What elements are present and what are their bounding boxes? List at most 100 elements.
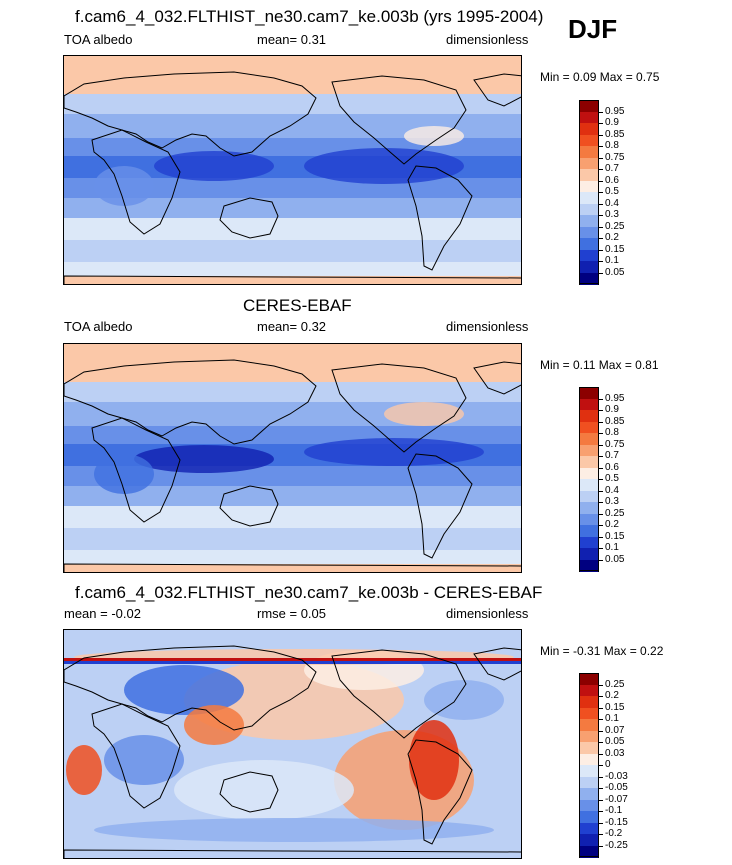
panel2-variable-label: TOA albedo [64,319,133,334]
colorbar-tick-label: 0.03 [605,747,625,759]
colorbar-tick [599,123,603,124]
panel1-title: f.cam6_4_032.FLTHIST_ne30.cam7_ke.003b (… [75,7,544,26]
colorbar-tick [599,559,603,561]
colorbar-tick-label: -0.15 [605,816,628,828]
season-label: DJF [568,14,618,44]
panel2-colorbar: 0.95 0.9 0.85 0.8 0.75 0.7 0.6 0.5 0.4 0.3 0.25 0.2… [579,387,624,572]
colorbar-tick [599,215,603,216]
colorbar-tick [599,788,603,789]
colorbar-tick [599,226,603,228]
colorbar-tick [599,765,603,766]
colorbar-tick-label: -0.1 [605,805,623,816]
colorbar-tick [599,444,603,446]
colorbar-tick-label: 0.5 [605,473,619,484]
colorbar-tick [599,707,603,709]
panel3-minmax: Min = -0.31 Max = 0.22 [540,644,664,658]
colorbar-tick [599,157,603,159]
colorbar-tick-label: 0.15 [605,530,625,542]
colorbar-tick [599,238,603,239]
colorbar-tick [599,261,603,262]
panel1-variable-label: TOA albedo [64,32,133,47]
colorbar-tick-label: 0.9 [605,404,619,415]
colorbar-tick-label: 0.5 [605,186,619,197]
colorbar-tick-label: 0.2 [605,690,619,701]
colorbar-tick-label: 0.25 [605,507,625,519]
panel3-map [63,629,522,859]
colorbar-tick [599,822,603,824]
colorbar-tick-label: 0.15 [605,243,625,255]
colorbar-tick-label: 0.1 [605,255,619,266]
panel3-rmse-label: rmse = 0.05 [257,606,327,621]
colorbar-tick [599,536,603,538]
panel1-colorbar: 0.95 0.9 0.85 0.8 0.75 0.7 0.6 0.5 0.4 0.3 0.25 0.2… [579,100,624,285]
colorbar-tick-label: 0.05 [605,736,625,747]
colorbar-tick-label: 0.25 [605,678,625,690]
colorbar-frame [579,387,599,571]
colorbar-tick [599,811,603,812]
colorbar-tick-label: 0.25 [605,220,625,232]
colorbar-tick [599,467,603,469]
colorbar-tick-label: 0.3 [605,209,619,220]
panel3-units-label: dimensionless [446,606,529,621]
colorbar-tick-label: 0.9 [605,117,619,128]
panel2-minmax: Min = 0.11 Max = 0.81 [540,358,659,372]
colorbar-tick-label: 0.85 [605,128,625,140]
colorbar-tick-label: 0.7 [605,163,619,174]
colorbar-tick [599,433,603,434]
colorbar-tick-label: 0.8 [605,427,619,438]
colorbar-tick [599,146,603,147]
colorbar-tick-label: 0.3 [605,496,619,507]
colorbar-frame [579,100,599,284]
colorbar-tick-label: -0.2 [605,828,623,839]
colorbar-tick-label: 0.7 [605,450,619,461]
colorbar-tick-label: 0.05 [605,553,625,565]
colorbar-tick-label: 0.75 [605,438,625,450]
colorbar-tick-label: -0.25 [605,839,628,851]
colorbar-tick [599,398,603,400]
colorbar-tick-label: 0.8 [605,140,619,151]
colorbar-tick-label: 0.1 [605,713,619,724]
panel1-map [63,55,522,285]
colorbar-tick-label: 0 [605,759,611,770]
panel2-map [63,343,522,573]
panel1-units-label: dimensionless [446,32,529,47]
colorbar-tick [599,134,603,136]
colorbar-tick-label: -0.03 [605,770,628,782]
panel1-minmax: Min = 0.09 Max = 0.75 [540,70,660,84]
colorbar-tick [599,753,603,755]
colorbar-frame [579,673,599,857]
colorbar-tick-label: 0.6 [605,461,619,473]
colorbar-tick-label: 0.6 [605,174,619,186]
colorbar-tick [599,513,603,515]
colorbar-tick [599,799,603,801]
colorbar-tick [599,730,603,732]
panel3-colorbar: 0.25 0.2 0.15 0.1 0.07 0.05 0.03 0 -0.03 -0.05 -0.… [579,673,628,858]
colorbar-tick [599,776,603,778]
colorbar-tick [599,456,603,457]
colorbar-tick-label: 0.1 [605,542,619,553]
colorbar-tick-label: 0.07 [605,724,625,736]
panel2-title: CERES-EBAF [243,296,352,315]
colorbar-tick-label: 0.95 [605,392,625,404]
colorbar-tick [599,490,603,492]
colorbar-tick [599,525,603,526]
colorbar-tick-label: 0.2 [605,232,619,243]
colorbar-tick [599,684,603,686]
colorbar-tick-label: 0.4 [605,484,619,496]
panel3-title: f.cam6_4_032.FLTHIST_ne30.cam7_ke.003b -… [75,583,543,602]
colorbar-tick [599,180,603,182]
colorbar-tick [599,203,603,205]
colorbar-tick [599,169,603,170]
colorbar-tick-label: 0.95 [605,105,625,117]
colorbar-tick-label: 0.75 [605,151,625,163]
colorbar-tick [599,410,603,411]
colorbar-tick [599,719,603,720]
panel3-mean-label: mean = -0.02 [64,606,141,621]
colorbar-tick-label: 0.05 [605,266,625,278]
colorbar-tick [599,502,603,503]
panel2-mean-label: mean= 0.32 [257,319,327,334]
colorbar-tick-label: -0.07 [605,793,628,805]
colorbar-tick-label: 0.15 [605,701,625,713]
colorbar-tick [599,742,603,743]
panel2-units-label: dimensionless [446,319,529,334]
